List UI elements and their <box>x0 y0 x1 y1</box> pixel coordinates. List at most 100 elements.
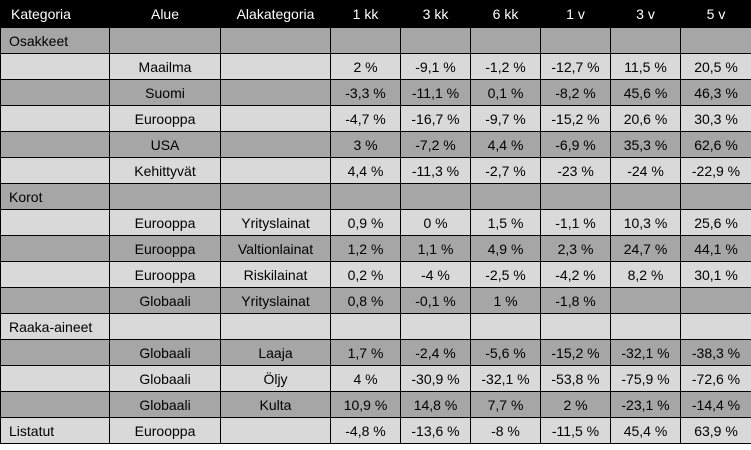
table-row: Listatut Eurooppa -4,8 % -13,6 % -8 % -11,5 %… <box>0 417 751 444</box>
table-row: Korot <box>0 183 751 210</box>
cell-1v: -15,2 % <box>540 105 611 132</box>
cell-kategoria <box>0 235 110 262</box>
cell-alakategoria <box>220 79 331 106</box>
cell-kategoria <box>0 209 110 236</box>
header-kategoria: Kategoria <box>0 0 110 28</box>
cell-1v: -8,2 % <box>540 79 611 106</box>
cell-1v: -15,2 % <box>540 339 611 366</box>
cell-3kk: -13,6 % <box>400 417 471 444</box>
cell-alakategoria <box>220 131 331 158</box>
cell-1v: -23 % <box>540 157 611 184</box>
cell-1kk <box>330 183 401 210</box>
cell-3v: -24 % <box>610 157 681 184</box>
header-1kk: 1 kk <box>330 0 401 28</box>
cell-kategoria <box>0 79 110 106</box>
cell-kategoria <box>0 339 110 366</box>
cell-3v: -75,9 % <box>610 365 681 392</box>
cell-1kk <box>330 313 401 340</box>
table-row: Eurooppa Valtionlainat 1,2 % 1,1 % 4,9 % 2,3 … <box>0 235 751 262</box>
cell-alue: Suomi <box>109 79 221 106</box>
cell-5v: 25,6 % <box>680 209 751 236</box>
header-3kk: 3 kk <box>400 0 471 28</box>
cell-5v: -38,3 % <box>680 339 751 366</box>
cell-3v <box>610 287 681 314</box>
cell-6kk: 0,1 % <box>470 79 541 106</box>
table-row: Globaali Laaja 1,7 % -2,4 % -5,6 % -15,2 % -32… <box>0 339 751 366</box>
cell-3v: 20,6 % <box>610 105 681 132</box>
cell-alakategoria: Kulta <box>220 391 331 418</box>
cell-5v: 44,1 % <box>680 235 751 262</box>
cell-6kk <box>470 183 541 210</box>
cell-3v: 8,2 % <box>610 261 681 288</box>
cell-6kk: -9,7 % <box>470 105 541 132</box>
cell-5v: 63,9 % <box>680 417 751 444</box>
cell-1v <box>540 313 611 340</box>
cell-1kk: 3 % <box>330 131 401 158</box>
cell-1kk: 2 % <box>330 53 401 80</box>
cell-1kk: -3,3 % <box>330 79 401 106</box>
cell-alakategoria: Laaja <box>220 339 331 366</box>
table-row: Suomi -3,3 % -11,1 % 0,1 % -8,2 % 45,6 % 46,3 … <box>0 79 751 106</box>
cell-1kk: 0,2 % <box>330 261 401 288</box>
cell-alue: Globaali <box>109 287 221 314</box>
cell-alakategoria: Öljy <box>220 365 331 392</box>
cell-3v: 24,7 % <box>610 235 681 262</box>
cell-1kk <box>330 27 401 54</box>
cell-kategoria: Osakkeet <box>0 27 110 54</box>
cell-3v: 35,3 % <box>610 131 681 158</box>
cell-alue: Maailma <box>109 53 221 80</box>
cell-kategoria <box>0 261 110 288</box>
cell-1v: -6,9 % <box>540 131 611 158</box>
cell-3kk: 14,8 % <box>400 391 471 418</box>
cell-3kk <box>400 183 471 210</box>
table-row: Maailma 2 % -9,1 % -1,2 % -12,7 % 11,5 % 20,5 … <box>0 53 751 80</box>
cell-alue <box>109 27 221 54</box>
cell-3v: 45,6 % <box>610 79 681 106</box>
cell-kategoria <box>0 53 110 80</box>
cell-6kk: -5,6 % <box>470 339 541 366</box>
cell-1v: -53,8 % <box>540 365 611 392</box>
cell-3kk: -11,3 % <box>400 157 471 184</box>
cell-1kk: 1,2 % <box>330 235 401 262</box>
cell-alakategoria <box>220 27 331 54</box>
cell-6kk: -32,1 % <box>470 365 541 392</box>
table-row: Eurooppa -4,7 % -16,7 % -9,7 % -15,2 % 20,6 %… <box>0 105 751 132</box>
cell-3v: 11,5 % <box>610 53 681 80</box>
cell-alue: USA <box>109 131 221 158</box>
cell-5v: 62,6 % <box>680 131 751 158</box>
cell-3kk <box>400 313 471 340</box>
cell-3kk: 0 % <box>400 209 471 236</box>
cell-6kk <box>470 313 541 340</box>
cell-1kk: 4,4 % <box>330 157 401 184</box>
cell-alue: Kehittyvät <box>109 157 221 184</box>
cell-alakategoria <box>220 313 331 340</box>
cell-1v: 2,3 % <box>540 235 611 262</box>
cell-kategoria <box>0 365 110 392</box>
cell-5v: -14,4 % <box>680 391 751 418</box>
cell-6kk <box>470 27 541 54</box>
cell-1kk: -4,8 % <box>330 417 401 444</box>
cell-alue: Eurooppa <box>109 261 221 288</box>
cell-kategoria: Raaka-aineet <box>0 313 110 340</box>
cell-1v: -1,8 % <box>540 287 611 314</box>
table-body: Osakkeet Maailma 2 % -9,1 % -1,2 % -12,7 % 11,… <box>0 27 751 444</box>
cell-5v <box>680 313 751 340</box>
cell-6kk: 4,9 % <box>470 235 541 262</box>
table-row: Eurooppa Riskilainat 0,2 % -4 % -2,5 % -4,2 %… <box>0 261 751 288</box>
header-6kk: 6 kk <box>470 0 541 28</box>
cell-kategoria: Korot <box>0 183 110 210</box>
cell-alakategoria: Yrityslainat <box>220 209 331 236</box>
cell-alakategoria: Yrityslainat <box>220 287 331 314</box>
cell-3v: 45,4 % <box>610 417 681 444</box>
cell-5v: 30,1 % <box>680 261 751 288</box>
cell-1kk: 10,9 % <box>330 391 401 418</box>
cell-5v <box>680 27 751 54</box>
cell-kategoria <box>0 105 110 132</box>
table-row: Kehittyvät 4,4 % -11,3 % -2,7 % -23 % -24 % -2… <box>0 157 751 184</box>
cell-alakategoria <box>220 53 331 80</box>
cell-1v: 2 % <box>540 391 611 418</box>
cell-1kk: 0,9 % <box>330 209 401 236</box>
cell-1kk: 4 % <box>330 365 401 392</box>
cell-alakategoria <box>220 183 331 210</box>
